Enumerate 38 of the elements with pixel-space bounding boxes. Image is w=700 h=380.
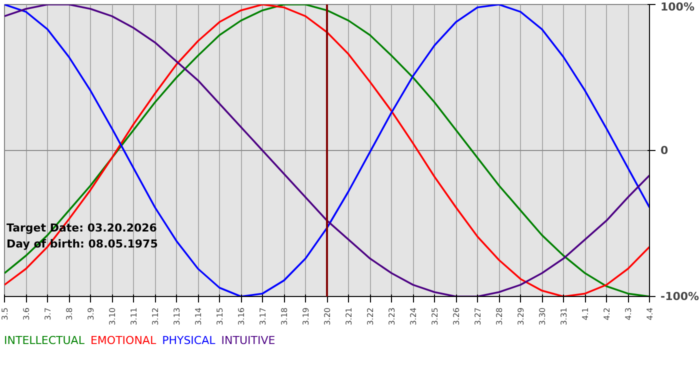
x-tick-label: 3.6	[22, 307, 31, 320]
x-tick-label: 3.10	[108, 308, 117, 326]
x-tick-label: 3.8	[65, 307, 74, 320]
x-tick-label: 3.21	[344, 308, 354, 326]
text: EMOTIONAL	[90, 334, 156, 347]
x-tick-label: 3.28	[495, 308, 504, 326]
x-tick-label: 4.4	[646, 307, 654, 320]
y-tick-label: 0	[660, 144, 668, 157]
x-tick-label: 3.30	[538, 308, 547, 326]
x-tick-label: 3.31	[560, 308, 568, 326]
x-tick-label: 3.25	[430, 308, 440, 326]
x-tick-label: 3.19	[302, 308, 310, 326]
x-tick-label: 3.12	[151, 308, 160, 326]
y-tick-label: 100%	[660, 0, 694, 14]
x-tick-label: 3.24	[409, 308, 418, 326]
text: INTELLECTUAL	[4, 334, 84, 347]
x-tick-label: 3.13	[172, 308, 182, 326]
x-tick-label: 3.16	[237, 308, 246, 326]
x-tick-label: 3.29	[516, 308, 526, 326]
x-tick-label: 3.18	[280, 308, 289, 326]
x-tick-label: 3.22	[366, 308, 375, 326]
x-tick-label: 4.2	[602, 307, 612, 320]
x-tick-label: 3.5	[0, 307, 10, 320]
x-tick-label: 3.20	[323, 308, 332, 326]
x-tick-label: 4.1	[581, 307, 590, 320]
x-tick-label: 3.23	[388, 308, 396, 326]
x-tick-label: 3.7	[44, 307, 52, 320]
x-tick-label: 3.27	[474, 308, 482, 326]
x-tick-label: 3.14	[194, 308, 203, 326]
x-tick-label: 3.15	[216, 308, 224, 326]
x-tick-label: 3.17	[258, 308, 268, 326]
x-tick-label: 4.3	[624, 307, 633, 320]
text: PHYSICAL	[162, 334, 216, 347]
y-tick-label: -100%	[660, 290, 700, 303]
x-tick-label: 3.11	[130, 308, 138, 326]
text: INTUITIVE	[221, 334, 276, 347]
x-tick-label: 3.9	[86, 307, 96, 320]
x-tick-label: 3.26	[452, 308, 461, 326]
